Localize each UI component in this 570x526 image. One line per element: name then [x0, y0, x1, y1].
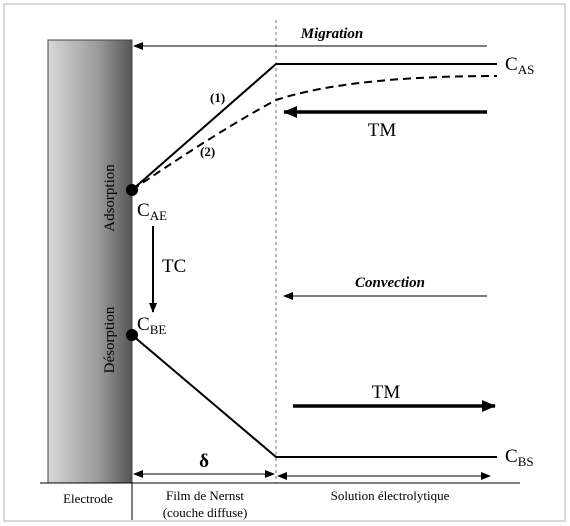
tc-label: TC [162, 256, 186, 277]
cbe-label: CBE [137, 314, 166, 337]
curve-1 [131, 63, 497, 191]
delta-label: δ [199, 451, 209, 472]
frame [3, 3, 566, 522]
cae-main: C [137, 200, 150, 221]
cbs-sub: BS [518, 454, 534, 469]
electrode-label: Electrode [63, 491, 113, 506]
desorption-label: Désorption [102, 306, 118, 373]
curve-2 [131, 75, 498, 191]
cae-sub: AE [150, 208, 167, 223]
cbe-sub: BE [150, 322, 167, 337]
film-label-1: Film de Nernst [166, 488, 244, 503]
cbe-main: C [137, 314, 150, 335]
solution-label: Solution électrolytique [331, 488, 450, 503]
convection-label: Convection [355, 275, 425, 291]
cbs-main: C [505, 446, 518, 467]
adsorption-label: Adsorption [102, 164, 118, 232]
cae-label: CAE [137, 200, 167, 223]
curve-2-label: (2) [200, 144, 215, 159]
tm-top-label: TM [368, 120, 397, 141]
tm-bottom-label: TM [372, 382, 401, 403]
cbs-label: CBS [505, 446, 534, 469]
cae-dot [126, 184, 138, 196]
cas-sub: AS [518, 62, 535, 77]
migration-label: Migration [300, 26, 364, 42]
curve-1-label: (1) [210, 90, 225, 105]
film-label-2: (couche diffuse) [163, 505, 248, 520]
electrode [47, 39, 133, 484]
cas-label: CAS [505, 54, 534, 77]
cas-main: C [505, 54, 518, 75]
curve-b [131, 334, 497, 458]
